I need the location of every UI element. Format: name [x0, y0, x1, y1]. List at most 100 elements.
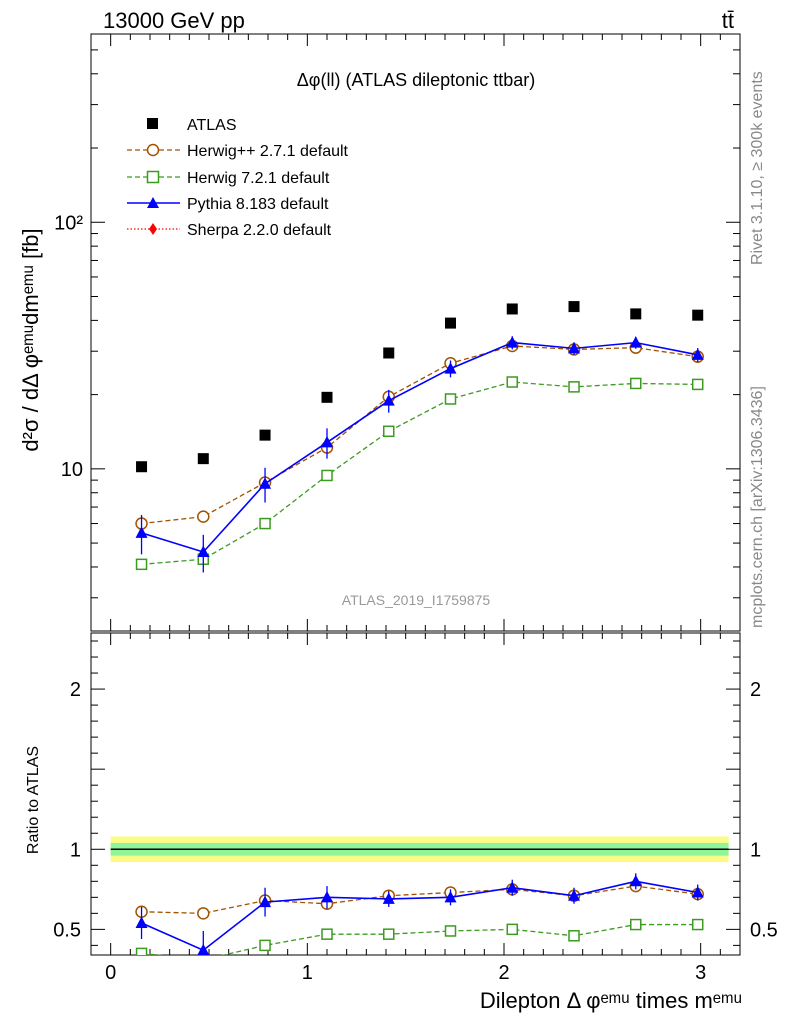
data-point	[197, 453, 209, 465]
y-tick-label-main: 10²	[54, 212, 83, 234]
series-line	[141, 345, 698, 525]
data-point	[135, 526, 148, 538]
data-point	[197, 907, 210, 920]
data-point	[568, 381, 580, 393]
data-point	[259, 895, 272, 908]
data-point	[630, 308, 642, 320]
data-point	[383, 928, 395, 940]
data-point	[136, 461, 148, 473]
data-point	[259, 429, 271, 441]
data-point	[321, 391, 333, 403]
legend-entry-herwigpp: Herwig++ 2.7.1 default	[127, 143, 349, 160]
main-series	[135, 301, 704, 573]
legend-label: Herwig 7.2.1 default	[187, 170, 330, 187]
data-point	[444, 890, 457, 903]
y-tick-label-ratio-right: 2	[750, 679, 761, 701]
triangle-filled-icon	[147, 197, 159, 208]
legend-label: ATLAS	[187, 117, 237, 134]
plot-title: Δφ(ll) (ATLAS dileptonic ttbar)	[297, 70, 535, 90]
ratio-plot-frame	[90, 632, 741, 956]
data-point	[321, 435, 333, 448]
circle-open-icon	[146, 143, 160, 157]
legend-entry-pythia: Pythia 8.183 default	[127, 196, 329, 213]
data-point	[135, 916, 148, 928]
data-point	[383, 347, 395, 359]
data-point	[321, 469, 333, 482]
data-point	[691, 348, 704, 360]
chart-marks: 0 1 2 3 10 10² 0.5 0.5 1 1 2 2	[53, 33, 778, 984]
data-point	[506, 923, 519, 936]
data-point	[506, 376, 519, 388]
data-point	[506, 303, 518, 315]
x-tick-label: 3	[695, 962, 706, 984]
legend-label: Sherpa 2.2.0 default	[187, 222, 332, 239]
ratio-series	[135, 873, 704, 955]
legend: ATLAS Herwig++ 2.7.1 default Herwig 7.2.…	[127, 117, 349, 239]
series-line	[141, 381, 698, 565]
y-axis-label-main: d²σ / dΔ φᵉᵐᵘdmᵉᵐᵘ [fb]	[18, 228, 43, 451]
data-point	[691, 378, 704, 391]
analysis-label: ATLAS_2019_I1759875	[342, 592, 491, 608]
data-point	[135, 947, 148, 955]
data-point	[197, 954, 210, 955]
data-point	[691, 918, 704, 931]
data-point	[444, 362, 457, 374]
mcplots-label: mcplots.cern.ch [arXiv:1306.3436]	[749, 386, 766, 628]
legend-entry-atlas: ATLAS	[147, 117, 237, 134]
main-plot-frame	[90, 33, 741, 632]
data-point	[382, 394, 395, 406]
x-tick-label: 0	[105, 962, 116, 984]
ratio-line	[141, 923, 698, 955]
data-point	[197, 510, 210, 523]
data-point	[568, 301, 580, 313]
legend-entry-herwig7: Herwig 7.2.1 default	[127, 170, 330, 187]
data-point	[197, 545, 210, 558]
data-point	[630, 918, 642, 931]
data-point	[691, 886, 704, 898]
y-axis-label-ratio: Ratio to ATLAS	[25, 746, 42, 854]
y-tick-label-ratio: 2	[70, 679, 81, 701]
y-tick-label-ratio: 1	[70, 839, 81, 861]
data-point	[568, 930, 580, 942]
legend-label: Herwig++ 2.7.1 default	[187, 143, 349, 160]
square-open-icon	[146, 170, 160, 184]
data-point	[444, 393, 457, 405]
data-point	[321, 890, 333, 903]
square-filled-icon	[147, 118, 158, 129]
y-tick-label-ratio-right: 1	[750, 839, 761, 861]
x-axis-label: Dilepton Δ φᵉᵐᵘ times mᵉᵐᵘ	[480, 988, 742, 1013]
data-point	[382, 892, 395, 904]
ratio-line	[141, 885, 698, 914]
data-point	[259, 477, 272, 489]
data-point	[383, 425, 395, 438]
data-point	[321, 928, 333, 940]
process-label: tt̄	[722, 8, 734, 33]
data-point	[445, 317, 457, 329]
data-point	[692, 309, 704, 321]
energy-label: 13000 GeV pp	[103, 8, 245, 33]
y-tick-label-main: 10	[61, 459, 83, 481]
y-tick-label-ratio: 0.5	[53, 919, 81, 941]
data-point	[197, 943, 210, 955]
y-tick-label-ratio-right: 0.5	[750, 919, 778, 941]
diamond-filled-icon	[149, 223, 157, 235]
data-point	[629, 336, 642, 348]
ratio-line	[141, 880, 698, 952]
data-point	[135, 558, 148, 571]
data-point	[568, 889, 581, 901]
data-point	[506, 881, 519, 893]
series-line	[141, 341, 698, 553]
data-point	[259, 517, 271, 530]
legend-label: Pythia 8.183 default	[187, 196, 329, 213]
data-point	[568, 341, 581, 354]
x-tick-label: 1	[302, 962, 313, 984]
data-point	[630, 377, 642, 390]
rivet-label: Rivet 3.1.10, ≥ 300k events	[749, 71, 766, 265]
data-point	[506, 336, 519, 348]
data-point	[629, 874, 642, 887]
data-point	[259, 939, 271, 952]
x-tick-label: 2	[498, 962, 509, 984]
data-point	[444, 925, 457, 937]
